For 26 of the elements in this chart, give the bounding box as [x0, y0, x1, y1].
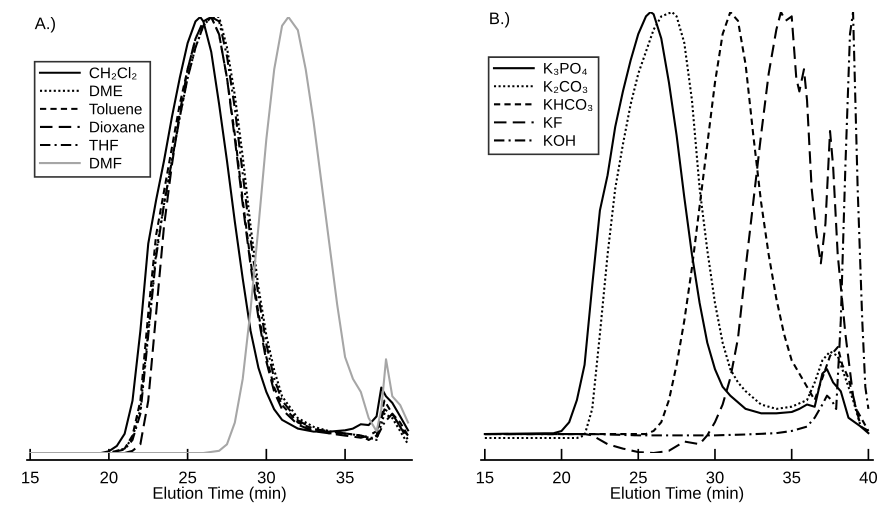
legend-label: KHCO₃ — [544, 98, 592, 112]
legend-label: KF — [544, 117, 562, 128]
legend-label: Dioxane — [90, 121, 144, 132]
legend-label: K₂CO₃ — [544, 80, 588, 93]
legend-label: THF — [89, 140, 118, 150]
legend-label: DMF — [90, 158, 122, 168]
x-axis-title: Elution Time (min) — [154, 486, 286, 502]
legend-label: CH₂Cl₂ — [90, 67, 136, 80]
x-tick-label: 20 — [553, 472, 570, 484]
x-tick-label: 35 — [783, 472, 800, 484]
x-tick-label: 30 — [258, 472, 275, 484]
x-axis-title: Elution Time (min) — [611, 486, 744, 502]
chart-title: A.) — [34, 17, 55, 33]
x-tick-label: 40 — [860, 472, 878, 484]
legend-label: K₃PO₄ — [544, 62, 588, 75]
x-tick-label: 25 — [630, 472, 647, 484]
legend-label: Toluene — [89, 103, 142, 114]
legend-label: KOH — [544, 135, 575, 146]
x-tick-label: 15 — [22, 472, 39, 484]
x-tick-label: 15 — [476, 472, 494, 484]
x-tick-label: 25 — [179, 472, 196, 484]
x-tick-label: 20 — [100, 472, 118, 484]
x-tick-label: 30 — [706, 472, 724, 484]
legend-label: DME — [90, 86, 122, 96]
x-tick-label: 35 — [336, 472, 354, 484]
chart-title: B.) — [490, 12, 510, 28]
